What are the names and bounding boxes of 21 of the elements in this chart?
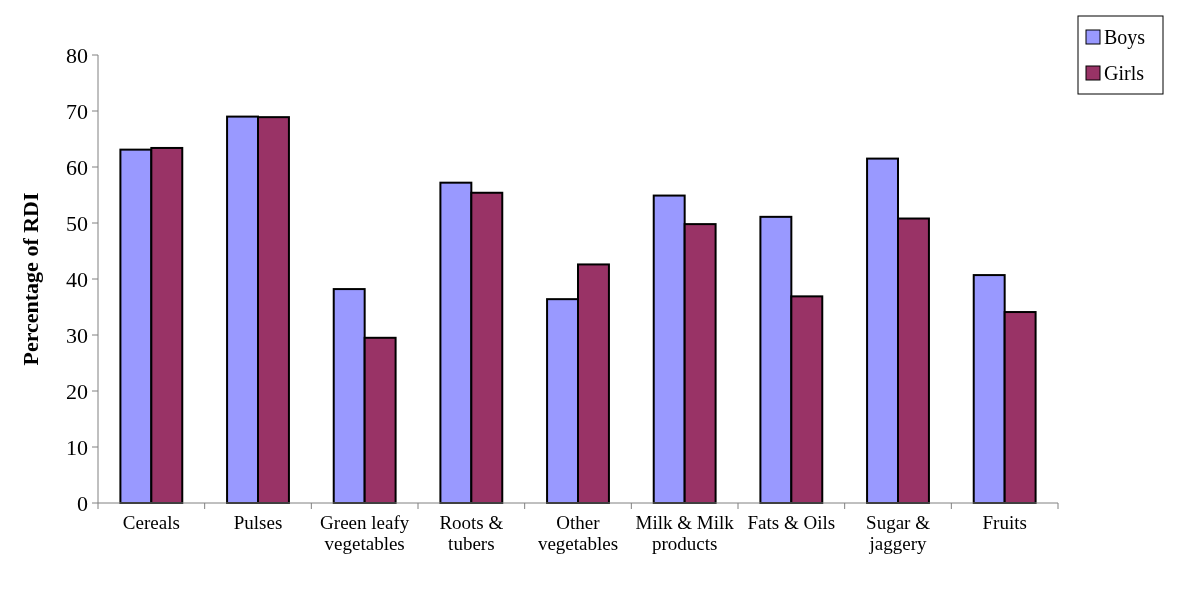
x-tick-label: Milk & Milk products <box>635 512 735 554</box>
y-tick-label: 70 <box>66 98 88 124</box>
x-tick-label: Sugar & jaggery <box>866 512 931 554</box>
x-tick-label: Cereals <box>122 512 180 533</box>
y-tick-label: 50 <box>66 210 88 236</box>
x-tick-label: Green leafy vegetables <box>320 512 410 554</box>
legend-label: Girls <box>1104 62 1145 84</box>
y-tick-label: 40 <box>66 266 88 292</box>
y-tick-label: 0 <box>77 490 88 516</box>
y-tick-label: 20 <box>66 378 88 404</box>
y-tick-label: 30 <box>66 322 88 348</box>
x-tick-label: Roots & tubers <box>439 512 504 554</box>
x-tick-label: Other vegetables <box>537 512 619 554</box>
y-tick-label: 60 <box>66 154 88 180</box>
y-axis-title: Percentage of RDI <box>18 192 43 366</box>
y-tick-label: 80 <box>66 42 88 68</box>
x-tick-label: Pulses <box>233 512 283 533</box>
x-tick-label: Fruits <box>982 512 1027 533</box>
x-tick-label: Fats & Oils <box>747 512 836 533</box>
legend-label: Boys <box>1104 26 1146 49</box>
y-tick-label: 10 <box>66 434 88 460</box>
